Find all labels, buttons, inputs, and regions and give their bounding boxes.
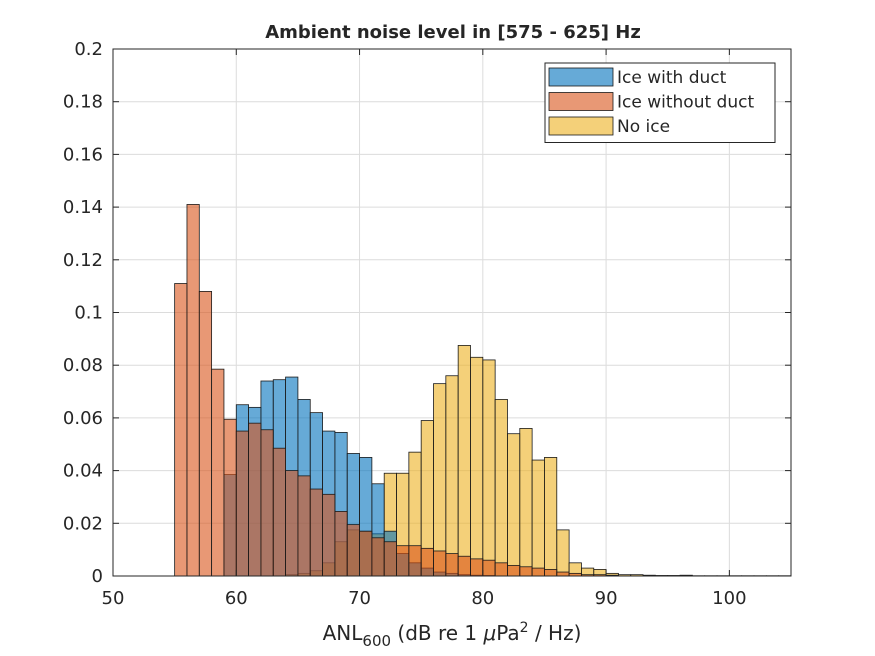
histogram-bar [482, 359, 496, 577]
y-tick-label: 0.02 [63, 513, 103, 534]
y-tick-label: 0.06 [63, 408, 103, 429]
histogram-bar [494, 399, 508, 577]
legend-item: Ice with duct [548, 67, 727, 88]
histogram-bar [334, 511, 348, 577]
chart-title: Ambient noise level in [575 - 625] Hz [265, 22, 641, 43]
histogram-bar [494, 562, 508, 577]
histogram-bar [396, 545, 410, 577]
x-tick-label: 50 [102, 588, 125, 609]
x-label-mu: μ [483, 621, 497, 645]
histogram-bar [433, 383, 447, 577]
series-ice-without-duct [174, 204, 619, 577]
histogram-bar [371, 537, 385, 577]
histogram-bar [408, 545, 422, 577]
histogram-bar [297, 475, 311, 577]
x-tick-label: 90 [595, 588, 618, 609]
histogram-bar [531, 567, 545, 577]
histogram-bar [470, 558, 484, 577]
histogram-bar [248, 422, 262, 577]
y-tick-label: 0.2 [74, 39, 103, 60]
x-label-superscript: 2 [520, 620, 529, 636]
bars-group [174, 204, 792, 577]
x-label-unit-pa: Pa [496, 621, 519, 645]
x-tick-label: 60 [225, 588, 248, 609]
y-tick-label: 0.18 [63, 92, 103, 113]
legend-swatch [548, 116, 614, 136]
legend-label: Ice with duct [617, 68, 727, 88]
legend-label: Ice without duct [617, 93, 754, 113]
histogram-bar [445, 375, 459, 577]
histogram-bar [272, 447, 286, 577]
histogram-bar [445, 553, 459, 577]
histogram-bar [235, 430, 249, 577]
histogram-bar [470, 356, 484, 577]
x-label-main: ANL [323, 621, 364, 645]
histogram-bar [507, 433, 521, 577]
y-tick-label: 0.1 [74, 303, 103, 324]
legend-item: No ice [548, 116, 670, 137]
y-tick-label: 0 [92, 566, 103, 587]
histogram-bar [457, 555, 471, 577]
x-label-unit-after: / Hz) [529, 621, 582, 645]
x-axis-label: ANL600 (dB re 1 μPa2 / Hz) [323, 620, 582, 650]
histogram-bar [544, 569, 558, 577]
legend-swatch [548, 92, 614, 111]
histogram-bar [198, 291, 213, 577]
x-label-unit-before: (dB re 1 [391, 621, 483, 645]
histogram-bar [433, 550, 447, 577]
histogram-bar [223, 418, 237, 577]
x-tick-label: 80 [471, 588, 494, 609]
histogram-bar [211, 368, 225, 577]
histogram-bar [531, 459, 545, 577]
histogram-bar [260, 429, 274, 577]
y-tick-label: 0.16 [63, 144, 103, 165]
x-label-subscript: 600 [362, 632, 391, 650]
x-tick-label: 70 [348, 588, 371, 609]
histogram-bar [556, 571, 570, 577]
histogram-bar [507, 565, 521, 577]
histogram-bar [174, 283, 188, 577]
y-tick-label: 0.14 [63, 197, 103, 218]
legend-item: Ice without duct [548, 92, 754, 113]
histogram-bar [186, 204, 200, 577]
legend: Ice with duct Ice without duct No ice [544, 62, 776, 143]
legend-label: No ice [617, 117, 670, 137]
histogram-bar [519, 566, 533, 577]
histogram-bar [346, 524, 360, 577]
axis-ticks [112, 48, 791, 577]
histogram-bar [556, 529, 570, 577]
histogram-bar [482, 559, 496, 577]
histogram-bar [309, 488, 323, 577]
histogram-bar [359, 530, 373, 577]
histogram-bar [544, 457, 558, 577]
y-tick-label: 0.08 [63, 355, 103, 376]
y-tick-label: 0.04 [63, 461, 103, 482]
histogram-bar [285, 470, 299, 577]
histogram-bar [383, 541, 397, 577]
legend-swatch [548, 67, 614, 87]
axis-tick-labels: 50 60 70 80 90 100 0 0.02 0.04 0.06 0.08 0.1 0.12 0.1… [63, 39, 747, 609]
histogram-bar [322, 493, 336, 577]
x-tick-label: 100 [712, 588, 746, 609]
histogram-bar [519, 428, 533, 577]
y-tick-label: 0.12 [63, 250, 103, 271]
histogram-bar [420, 547, 434, 577]
histogram-bar [457, 345, 471, 577]
